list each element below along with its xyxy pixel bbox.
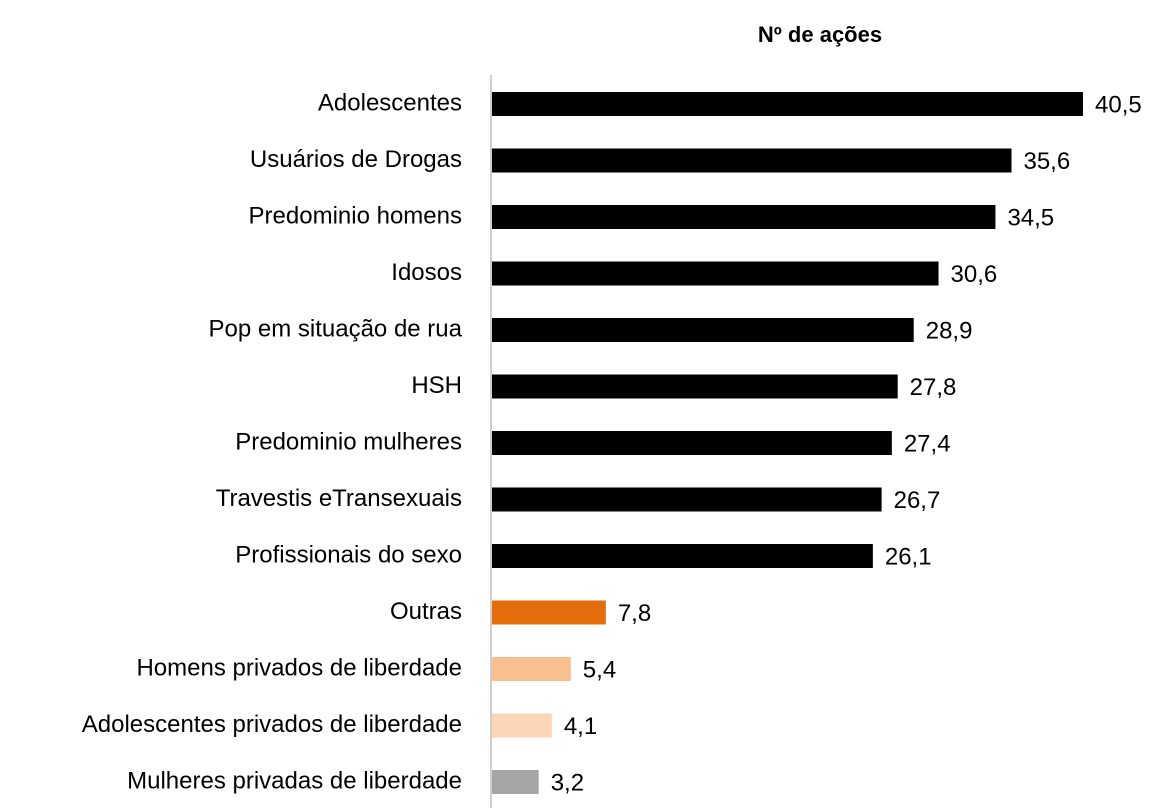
y-tick-label: Outras bbox=[390, 598, 462, 625]
value-label: 30,6 bbox=[951, 261, 998, 288]
chart-title: Nº de ações bbox=[758, 22, 882, 47]
bar bbox=[492, 92, 1083, 116]
y-tick-label: Idosos bbox=[391, 259, 462, 286]
bar bbox=[492, 431, 892, 455]
y-tick-label: Profissionais do sexo bbox=[235, 541, 462, 568]
y-tick-label: Adolescentes bbox=[318, 89, 462, 116]
y-tick-label: Homens privados de liberdade bbox=[136, 654, 462, 681]
bar bbox=[492, 318, 914, 342]
value-label: 28,9 bbox=[926, 317, 973, 344]
value-label: 3,2 bbox=[551, 769, 584, 796]
y-tick-label: Predominio mulheres bbox=[235, 428, 462, 455]
value-label: 35,6 bbox=[1023, 148, 1070, 175]
value-label: 26,1 bbox=[885, 543, 932, 570]
bar bbox=[492, 713, 552, 738]
bar bbox=[492, 657, 571, 681]
value-label: 40,5 bbox=[1095, 91, 1142, 118]
value-label: 27,4 bbox=[904, 430, 951, 457]
y-tick-label: Pop em situação de rua bbox=[209, 315, 463, 342]
bar bbox=[492, 770, 539, 794]
y-tick-label: Travestis eTransexuais bbox=[216, 485, 462, 512]
value-label: 27,8 bbox=[910, 374, 957, 401]
bar bbox=[492, 544, 873, 568]
bar bbox=[492, 600, 606, 625]
value-label: 5,4 bbox=[583, 656, 616, 683]
y-tick-label: Mulheres privadas de liberdade bbox=[127, 767, 462, 794]
value-label: 7,8 bbox=[618, 600, 651, 627]
bar bbox=[492, 487, 882, 512]
y-tick-label: HSH bbox=[411, 372, 462, 399]
bar bbox=[492, 374, 898, 399]
bar bbox=[492, 148, 1012, 173]
y-tick-label: Predominio homens bbox=[249, 202, 462, 229]
bar bbox=[492, 205, 996, 229]
value-label: 34,5 bbox=[1007, 204, 1054, 231]
bar bbox=[492, 261, 939, 286]
y-tick-label: Usuários de Drogas bbox=[250, 146, 462, 173]
value-label: 4,1 bbox=[564, 713, 597, 740]
value-label: 26,7 bbox=[894, 487, 941, 514]
y-tick-label: Adolescentes privados de liberdade bbox=[82, 711, 462, 738]
